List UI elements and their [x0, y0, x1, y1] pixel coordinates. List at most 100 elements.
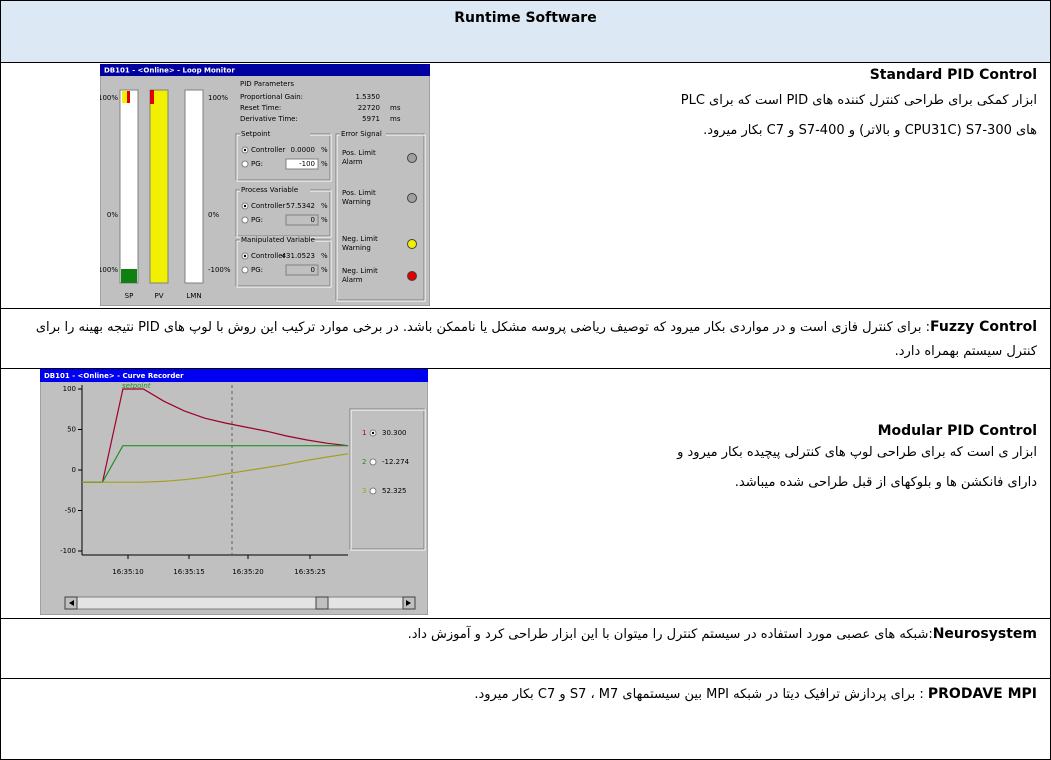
legend-name: 1: [362, 429, 366, 437]
window-title: DB101 - <Online> - Curve Recorder: [44, 372, 184, 380]
radio-button: [242, 217, 248, 223]
bar-column: [120, 90, 138, 283]
group-title: Setpoint: [241, 130, 271, 138]
signal-lamp: [408, 194, 417, 203]
field-unit: %: [321, 202, 328, 210]
header: Runtime Software: [1, 1, 1050, 62]
bar-fill: [150, 90, 154, 104]
bar-label: SP: [125, 292, 134, 300]
scale-label: 0%: [107, 211, 118, 219]
row-standard-pid: Standard PID Control ابزار کمکی برای طرا…: [447, 64, 1037, 146]
page: Runtime Software Standard PID Control اب…: [0, 0, 1051, 760]
loop-monitor-screenshot: DB101 - <Online> - Loop Monitor 100% 0% -10…: [100, 64, 430, 306]
bar-label: PV: [154, 292, 163, 300]
bar-fill: [127, 91, 130, 103]
parameter-unit: ms: [390, 104, 401, 112]
radio-button: [242, 161, 248, 167]
radio-dot: [244, 205, 246, 207]
x-tick-label: 16:35:25: [294, 568, 325, 576]
group-title: Error Signal: [341, 130, 382, 138]
row-text: : برای کنترل فازی است و در مواردی بکار م…: [36, 320, 1037, 359]
radio-label: PG:: [251, 266, 263, 274]
y-tick-label: 50: [67, 426, 76, 434]
group-title: Process Variable: [241, 186, 298, 194]
scale-label: 100%: [208, 94, 228, 102]
row-modular-pid: Modular PID Control ابزار ی است که برای …: [447, 420, 1037, 498]
x-tick-label: 16:35:20: [232, 568, 263, 576]
field-unit: %: [321, 266, 328, 274]
field-value: 0.0000: [291, 146, 316, 154]
field-unit: %: [321, 160, 328, 168]
signal-lamp: [408, 272, 417, 281]
row-text: : برای پردازش ترافیک دیتا در شبکه MPI بی…: [474, 687, 928, 702]
row-prodave: PRODAVE MPI : برای پردازش ترافیک دیتا در…: [28, 682, 1037, 707]
radio-button: [370, 459, 376, 465]
signal-lamp: [408, 154, 417, 163]
row-heading: Standard PID Control: [447, 64, 1037, 86]
row-text: ابزار کمکی برای طراحی کنترل کننده های PI…: [447, 86, 1037, 116]
header-title: Runtime Software: [1, 10, 1050, 26]
radio-button: [242, 267, 248, 273]
row-neurosystem: Neurosystem:شبکه های عصبی مورد استفاده د…: [28, 622, 1037, 647]
row-text: دارای فانکشن ها و بلوکهای از قبل طراحی ش…: [447, 468, 1037, 498]
parameter-label: Reset Time:: [240, 104, 281, 112]
parameter-value: 5971: [362, 115, 380, 123]
row-text: ابزار ی است که برای طراحی لوپ های کنترلی…: [447, 438, 1037, 468]
scrollbar-thumb: [316, 597, 328, 609]
curve-recorder-screenshot: DB101 - <Online> - Curve Recorder 100 50 0 -…: [40, 369, 428, 615]
parameter-label: Derivative Time:: [240, 115, 298, 123]
field-unit: %: [321, 252, 328, 260]
field-value: 57.5342: [286, 202, 315, 210]
radio-label: Controller: [251, 146, 286, 154]
row-text: :شبکه های عصبی مورد استفاده در سیستم کنت…: [408, 627, 933, 642]
radio-button: [370, 488, 376, 494]
window-title: DB101 - <Online> - Loop Monitor: [104, 67, 235, 75]
bar-fill: [122, 91, 127, 103]
legend-name: 2: [362, 458, 366, 466]
legend-readout: -12.274: [382, 458, 410, 466]
parameter-unit: ms: [390, 115, 401, 123]
y-tick-label: -50: [65, 507, 76, 515]
parameter-value: 1.5350: [356, 93, 381, 101]
y-tick-label: 100: [63, 385, 76, 393]
row-text: های S7-300 (CPU31C و بالاتر) و S7-400 و …: [447, 116, 1037, 146]
radio-label: PG:: [251, 160, 263, 168]
legend-readout: 30.300: [382, 429, 407, 437]
x-tick-label: 16:35:15: [173, 568, 204, 576]
radio-label: PG:: [251, 216, 263, 224]
row-heading: PRODAVE MPI: [928, 686, 1037, 702]
group-title: Manipulated Variable: [241, 236, 315, 244]
scale-label: 100%: [100, 94, 118, 102]
row-heading: Fuzzy Control: [930, 319, 1037, 335]
parameter-label: Proportional Gain:: [240, 93, 303, 101]
y-tick-label: -100: [60, 547, 76, 555]
bar-column: [150, 90, 168, 283]
scale-label: -100%: [100, 266, 118, 274]
field-unit: %: [321, 216, 328, 224]
y-tick-label: 0: [72, 466, 76, 474]
bar-column: [185, 90, 203, 283]
row-border: [0, 62, 1051, 63]
field-value: -431.0523: [279, 252, 315, 260]
bar-label: LMN: [186, 292, 201, 300]
row-border: [0, 618, 1051, 619]
parameter-value: 22720: [358, 104, 380, 112]
legend-name: 3: [362, 487, 366, 495]
field-value: -100: [299, 160, 315, 168]
radio-dot: [244, 149, 246, 151]
row-fuzzy: Fuzzy Control: برای کنترل فازی است و در …: [28, 315, 1037, 364]
field-value: 0: [311, 216, 315, 224]
field-unit: %: [321, 146, 328, 154]
row-border: [0, 308, 1051, 309]
scrollbar-track: [65, 597, 415, 609]
scale-label: -100%: [208, 266, 231, 274]
parameters-title: PID Parameters: [240, 80, 294, 88]
x-tick-label: 16:35:10: [112, 568, 143, 576]
legend-readout: 52.325: [382, 487, 407, 495]
scale-label: 0%: [208, 211, 219, 219]
row-heading: Neurosystem: [933, 626, 1037, 642]
radio-dot: [244, 255, 246, 257]
signal-lamp: [408, 240, 417, 249]
radio-dot: [372, 432, 374, 434]
radio-label: Controller: [251, 202, 286, 210]
